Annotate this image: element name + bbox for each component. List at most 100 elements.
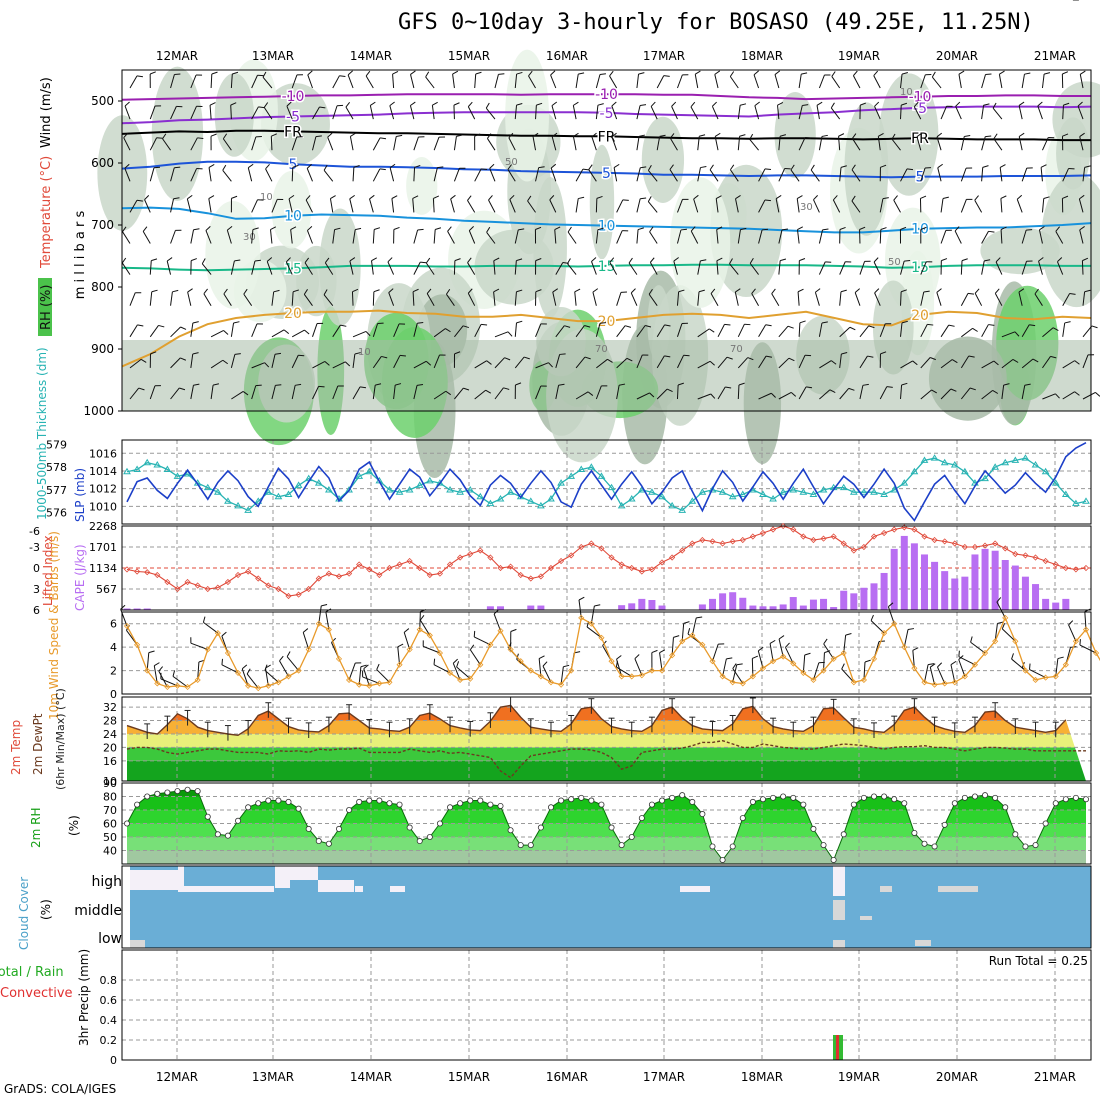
wind-barb-13 <box>149 137 158 151</box>
thickness-point-53 <box>658 492 666 500</box>
wind-barb-sfc-12 <box>241 668 249 686</box>
wind-barb-271 <box>616 292 622 306</box>
thickness-point-94 <box>1072 499 1080 507</box>
wind-barb-flag-389 <box>832 195 838 201</box>
wind-barb-flag-sfc-40 <box>516 653 519 660</box>
li-point-57 <box>699 536 706 544</box>
wind-barb-454 <box>960 167 967 182</box>
wind-barb-435 <box>920 261 927 275</box>
wind-barb-flag-93 <box>290 226 297 231</box>
wind-barb-flag-448 <box>948 324 955 327</box>
wind-barb-flag-443 <box>937 163 943 169</box>
wind-barb-flag-477 <box>1000 195 1007 199</box>
wind-barb-476 <box>999 167 1003 182</box>
wind-barb-flag-480 <box>994 288 1000 294</box>
wind-barb-flag-137 <box>374 227 381 231</box>
wind-barb-sfc-27 <box>397 646 401 665</box>
wind-barb-473 <box>998 74 1003 89</box>
wind-barb-flag-sfc-50 <box>615 661 618 668</box>
wind-barb-310 <box>697 136 700 151</box>
wind-barb-flag-521 <box>1079 194 1085 200</box>
wind-barb-68 <box>251 136 257 151</box>
wind-barb-474 <box>992 107 1003 120</box>
wind-barb-flag-516 <box>1074 391 1080 396</box>
wind-barb-flag-45 <box>209 102 216 106</box>
wind-barb-413 <box>873 261 881 275</box>
li-tick-0: -6 <box>29 525 40 538</box>
wind-barb-122 <box>345 106 354 120</box>
wind-barb-523 <box>1081 260 1084 275</box>
wind-barb-87 <box>271 385 276 400</box>
wind-barb-flag-442 <box>936 132 943 138</box>
date-label-top-0: 12MAR <box>156 49 198 63</box>
wind-barb-flag-1 <box>124 101 130 107</box>
li-tick-2: 0 <box>33 562 40 575</box>
slp-axis-label: SLP (mb) <box>73 468 87 522</box>
wind-barb-317 <box>697 360 711 369</box>
temp-band-4 <box>127 705 1086 721</box>
cape-bar-40 <box>527 605 535 610</box>
thickness-point-40 <box>526 497 535 504</box>
wind-barb-flag-sfc-96 <box>1079 639 1081 646</box>
thickness-tick-1: 577 <box>46 484 67 497</box>
wind-barb-202 <box>488 199 496 213</box>
rh-point-22 <box>346 807 353 814</box>
rh-point-39 <box>517 842 524 849</box>
wind-barb-flag-sfc-28 <box>403 628 410 633</box>
wind-barb-flag-254 <box>597 103 604 106</box>
wind-barb-56 <box>230 105 232 120</box>
wind-barb-flag-346 <box>761 228 769 231</box>
wind-barb-16 <box>142 231 151 244</box>
cape-bar-67 <box>799 605 807 610</box>
wind-barb-flag-133 <box>370 101 376 106</box>
wind-barb-482 <box>1001 358 1014 369</box>
wind-speed-point-36 <box>487 641 494 648</box>
date-label-top-8: 20MAR <box>936 49 978 63</box>
wind-barb-362 <box>778 391 792 400</box>
wind-speed-point-20 <box>325 626 332 633</box>
rh-tick-0: 40 <box>103 845 117 858</box>
cloud-clear-15 <box>130 940 145 948</box>
wind-barb-10 <box>129 387 140 400</box>
li-point-28 <box>406 557 413 565</box>
wind-barb-497 <box>1041 137 1049 151</box>
wind-barb-498 <box>1040 167 1043 182</box>
wind-barb-314 <box>697 260 701 275</box>
wind-barb-sfc-6 <box>172 675 188 688</box>
wind-barb-218 <box>514 356 525 369</box>
wind-barb-flag-433 <box>920 195 927 199</box>
cape-bar-0 <box>123 608 131 610</box>
wind-barb-444 <box>940 198 944 213</box>
wind-barb-246 <box>575 198 579 213</box>
wind-barb-flag-142 <box>375 383 382 386</box>
rh-point-91 <box>1042 820 1049 827</box>
wind-barb-flag-385 <box>831 71 836 77</box>
rh-tick-5: 90 <box>103 777 117 790</box>
thickness-point-3 <box>153 461 162 468</box>
rh-point-72 <box>850 801 857 808</box>
rh-point-17 <box>295 805 302 812</box>
wind-barb-23 <box>170 106 177 120</box>
thickness-point-56 <box>688 497 697 504</box>
wind-barb-flag-sfc-32 <box>433 658 436 665</box>
cape-bar-73 <box>860 587 868 610</box>
temp-tick-0: 10 <box>103 775 117 788</box>
date-label-top-4: 16MAR <box>546 49 588 63</box>
wind-barb-flag-472 <box>992 389 999 394</box>
li-point-49 <box>618 561 625 568</box>
wind-barb-flag-438 <box>929 357 936 361</box>
wind-barb-91 <box>291 167 294 182</box>
rh-shade-50 <box>214 73 254 157</box>
wind-barb-404 <box>859 325 870 338</box>
rh-point-77 <box>901 800 908 807</box>
wind-barb-102 <box>306 168 313 182</box>
wind-barb-228 <box>535 323 542 337</box>
wind-barb-140 <box>372 323 379 337</box>
wind-barb-flag-381 <box>815 288 821 293</box>
thickness-point-87 <box>1001 458 1010 466</box>
cape-bar-62 <box>749 605 757 610</box>
li-point-68 <box>810 536 817 544</box>
wind-speed-point-34 <box>467 675 474 682</box>
wind-barb-347 <box>749 263 759 275</box>
thickness-point-66 <box>789 485 798 493</box>
